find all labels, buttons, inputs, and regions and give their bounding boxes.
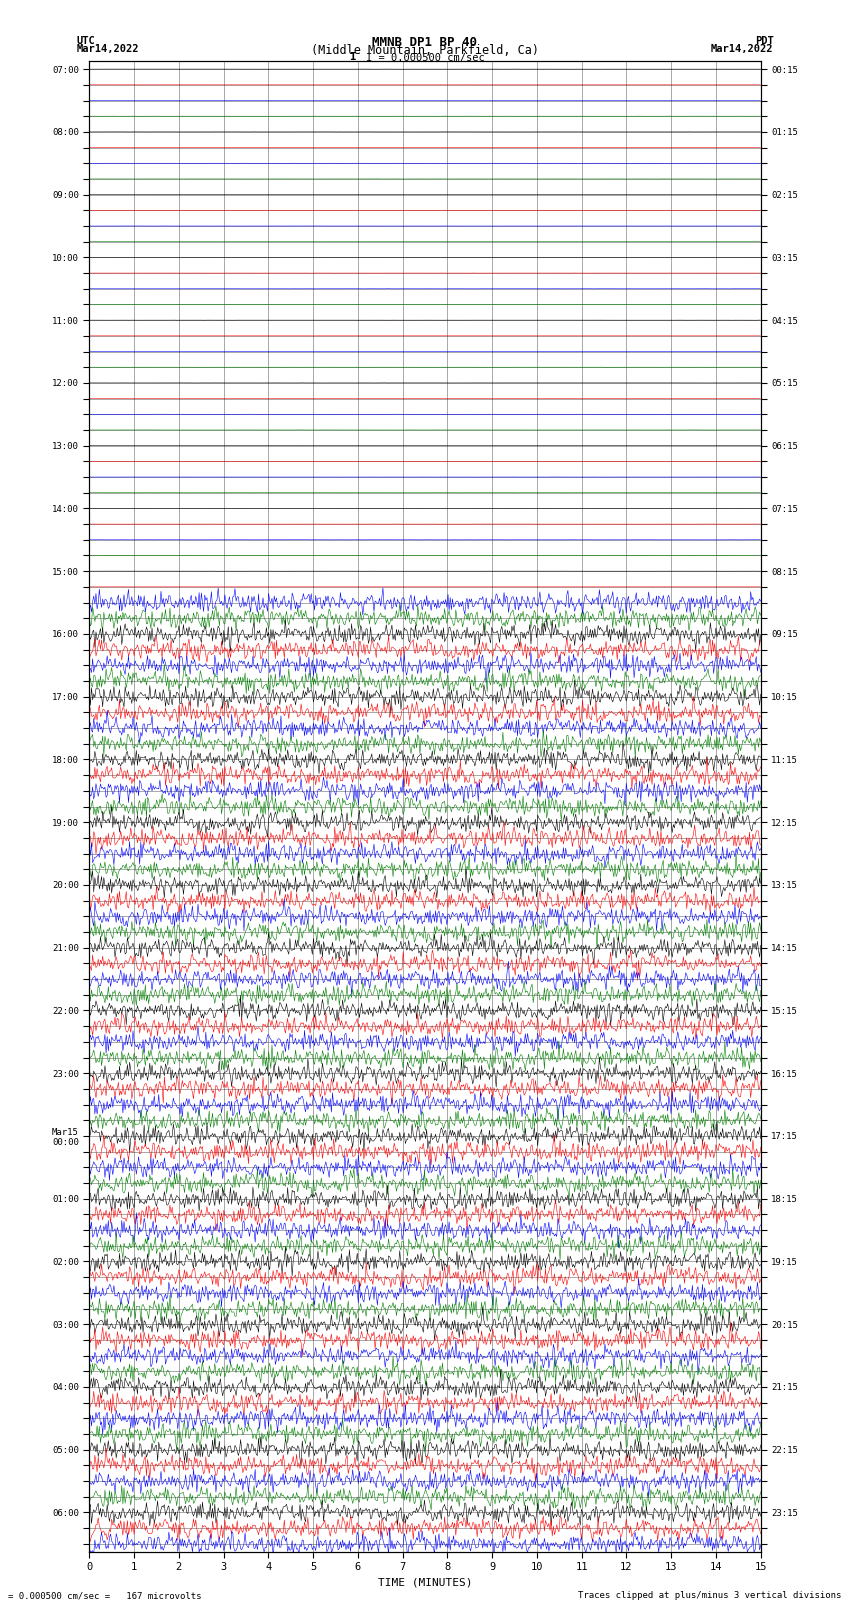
Text: I = 0.000500 cm/sec: I = 0.000500 cm/sec [366, 53, 484, 63]
Text: UTC: UTC [76, 37, 95, 47]
X-axis label: TIME (MINUTES): TIME (MINUTES) [377, 1578, 473, 1587]
Text: Traces clipped at plus/minus 3 vertical divisions: Traces clipped at plus/minus 3 vertical … [578, 1590, 842, 1600]
Text: Mar14,2022: Mar14,2022 [711, 44, 774, 55]
Text: = 0.000500 cm/sec =   167 microvolts: = 0.000500 cm/sec = 167 microvolts [8, 1590, 202, 1600]
Text: MMNB DP1 BP 40: MMNB DP1 BP 40 [372, 37, 478, 50]
Text: (Middle Mountain, Parkfield, Ca): (Middle Mountain, Parkfield, Ca) [311, 44, 539, 58]
Text: PDT: PDT [755, 37, 774, 47]
Text: I: I [349, 52, 356, 63]
Text: Mar14,2022: Mar14,2022 [76, 44, 139, 55]
